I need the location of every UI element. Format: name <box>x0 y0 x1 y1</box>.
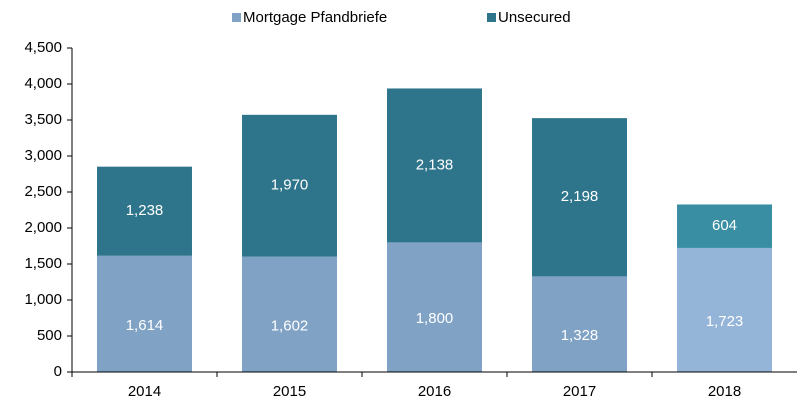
x-tick-label: 2016 <box>418 383 451 400</box>
value-label: 604 <box>712 217 737 234</box>
y-tick-label: 3,000 <box>24 147 62 164</box>
legend-swatch <box>232 13 241 22</box>
y-tick-label: 0 <box>54 363 62 380</box>
y-tick-label: 4,000 <box>24 75 62 92</box>
bar-segment <box>677 247 772 372</box>
bar-segment <box>387 88 482 243</box>
y-tick-label: 1,500 <box>24 255 62 272</box>
bar-segment <box>387 242 482 372</box>
x-tick-label: 2018 <box>708 383 741 400</box>
value-label: 1,723 <box>706 313 744 330</box>
value-label: 2,198 <box>561 188 599 205</box>
y-tick-label: 4,500 <box>24 39 62 56</box>
y-tick-label: 1,000 <box>24 291 62 308</box>
bar-segment <box>97 255 192 372</box>
x-tick-label: 2015 <box>273 383 306 400</box>
bar-segment <box>242 114 337 257</box>
legend-label: Mortgage Pfandbriefe <box>243 9 387 26</box>
value-label: 1,614 <box>126 317 164 334</box>
bar-segment <box>242 256 337 372</box>
legend-swatch <box>487 13 496 22</box>
value-label: 1,602 <box>271 317 309 334</box>
bar-segment <box>532 276 627 372</box>
bar-segment <box>97 166 192 256</box>
y-tick-label: 2,500 <box>24 183 62 200</box>
value-label: 1,970 <box>271 177 309 194</box>
bar-segment <box>532 118 627 277</box>
value-label: 2,138 <box>416 156 454 173</box>
value-label: 1,328 <box>561 327 599 344</box>
legend-label: Unsecured <box>498 9 571 26</box>
x-tick-label: 2017 <box>563 383 596 400</box>
y-tick-label: 500 <box>37 327 62 344</box>
y-tick-label: 3,500 <box>24 111 62 128</box>
value-label: 1,800 <box>416 310 454 327</box>
value-label: 1,238 <box>126 202 164 219</box>
y-tick-label: 2,000 <box>24 219 62 236</box>
x-tick-label: 2014 <box>128 383 161 400</box>
bar-segment <box>677 204 772 248</box>
